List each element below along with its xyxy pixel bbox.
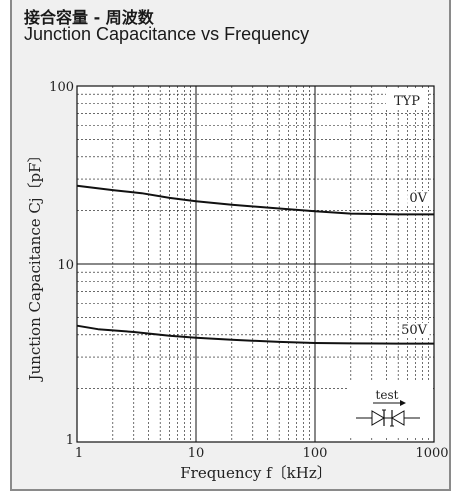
series-label-50v: 50V — [401, 323, 428, 338]
typ-annotation: TYP — [394, 94, 420, 109]
plot-frame — [76, 85, 435, 443]
series-label-0v: 0V — [409, 191, 427, 206]
x-tick-label: 1000 — [415, 446, 448, 461]
chart-title-cn: 接合容量 - 周波数 — [24, 8, 154, 27]
diode-left-triangle — [371, 410, 385, 426]
tick-labels: 1 10 100 1000 1 10 100 — [49, 80, 448, 461]
y-axis-label: Junction Capacitance Cj〔pF〕 — [26, 148, 44, 383]
x-axis-label: Frequency f〔kHz〕 — [180, 464, 332, 482]
series-label-bg — [399, 323, 430, 338]
x-tick-label: 100 — [303, 446, 328, 461]
test-arrow-head — [400, 400, 406, 406]
typ-box — [386, 90, 428, 110]
test-label: test — [376, 388, 399, 402]
test-circuit-inset: test — [349, 382, 431, 438]
chart-title-en: Junction Capacitance vs Frequency — [24, 24, 310, 44]
y-tick-label: 1 — [66, 433, 74, 448]
diode-right-triangle — [391, 410, 405, 426]
y-tick-label: 10 — [57, 258, 74, 273]
x-tick-label: 1 — [75, 446, 83, 461]
series-label-bg — [407, 191, 430, 206]
series-layer — [76, 184, 434, 345]
x-tick-label: 10 — [188, 446, 205, 461]
series-line-50v — [76, 324, 434, 345]
series-line-0v — [76, 184, 434, 216]
y-tick-label: 100 — [49, 80, 74, 95]
